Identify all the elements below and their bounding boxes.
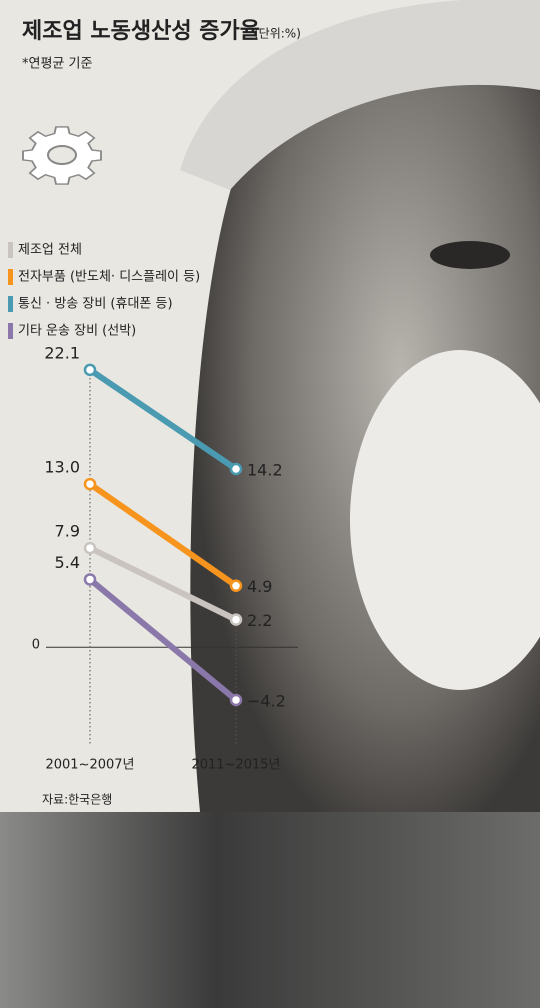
legend-swatch [8,296,13,312]
point [229,579,243,592]
point [83,363,97,377]
value-label: 4.9 [247,577,272,596]
subtitle: *연평균 기준 [22,57,92,72]
value-label: 5.4 [55,553,80,572]
legend-swatch [8,323,13,339]
unit: (단위:%) [254,27,301,41]
value-label: 7.9 [55,522,80,541]
value-label: 22.1 [44,343,80,362]
photo-helmet [180,0,540,190]
x-tick-label: 2001~2007년 [45,758,134,773]
photo-eye [430,241,510,269]
series-line [88,545,238,623]
point [83,573,97,586]
value-label: 2.2 [247,611,272,630]
value-label: 13.0 [44,458,80,477]
value-label: 14.2 [247,461,283,480]
gear-icon [22,126,102,185]
point [83,477,97,491]
point [229,613,243,626]
point [83,541,97,555]
legend-swatch [8,242,13,258]
legend-label: 전자부품 (반도체· 디스플레이 등) [18,270,200,285]
x-tick-label: 2011~2015년 [191,758,280,773]
point [229,693,243,707]
photo-bottom [0,812,540,1008]
y-tick-label: 0 [32,638,40,653]
series-line [88,481,238,589]
source: 자료:한국은행 [42,792,112,807]
legend-label: 제조업 전체 [18,243,82,258]
legend-label: 기타 운송 장비 (선박) [18,324,136,339]
photo-mask [350,350,540,690]
series-line [88,367,238,472]
point [229,462,243,476]
legend-swatch [8,269,13,285]
value-label: −4.2 [247,691,286,710]
title: 제조업 노동생산성 증가율 [22,19,260,44]
series-line [88,577,238,703]
legend-label: 통신 · 방송 장비 (휴대폰 등) [18,297,173,312]
